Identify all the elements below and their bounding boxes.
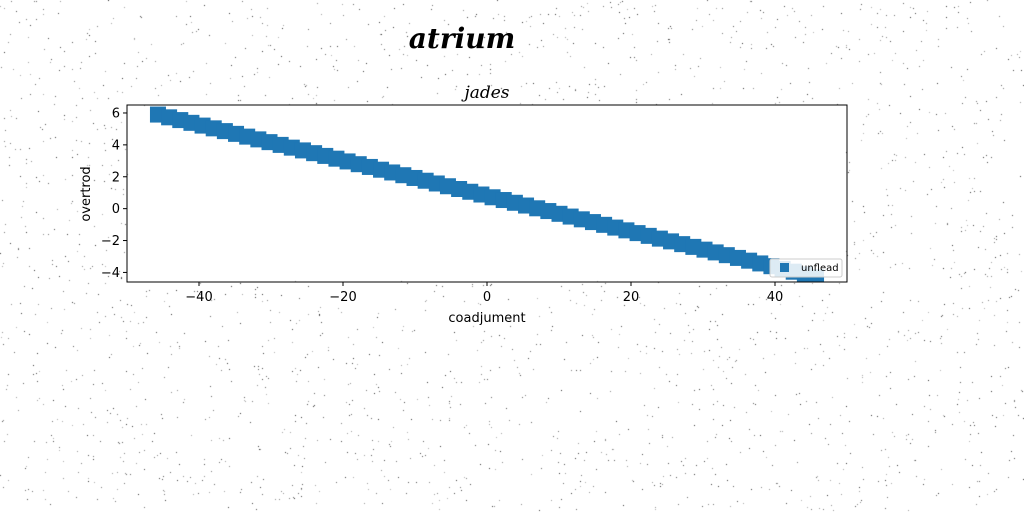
x-tick-label: −40: [185, 290, 212, 305]
x-tick-label: 0: [483, 290, 491, 305]
legend-marker: [780, 263, 789, 272]
y-tick-label: −2: [101, 234, 120, 249]
y-tick-label: 4: [112, 138, 120, 153]
y-tick-label: 0: [112, 202, 120, 217]
y-tick-label: 6: [112, 106, 120, 121]
x-axis-ticks: −40 −20 0 20 40: [185, 282, 783, 305]
x-tick-label: −20: [329, 290, 356, 305]
x-tick-label: 20: [623, 290, 640, 305]
plot-title: jades: [460, 83, 509, 103]
y-axis-ticks: −4 −2 0 2 4 6: [101, 106, 127, 281]
legend: unflead: [769, 258, 843, 278]
y-tick-label: −4: [101, 266, 120, 281]
legend-label: unflead: [801, 263, 839, 274]
y-tick-label: 2: [112, 170, 120, 185]
x-axis-label: coadjument: [448, 311, 525, 326]
x-tick-label: 40: [767, 290, 784, 305]
y-axis-label: overtrod: [79, 166, 94, 221]
series-points: [149, 106, 825, 282]
figure-suptitle: atrium: [408, 22, 516, 55]
